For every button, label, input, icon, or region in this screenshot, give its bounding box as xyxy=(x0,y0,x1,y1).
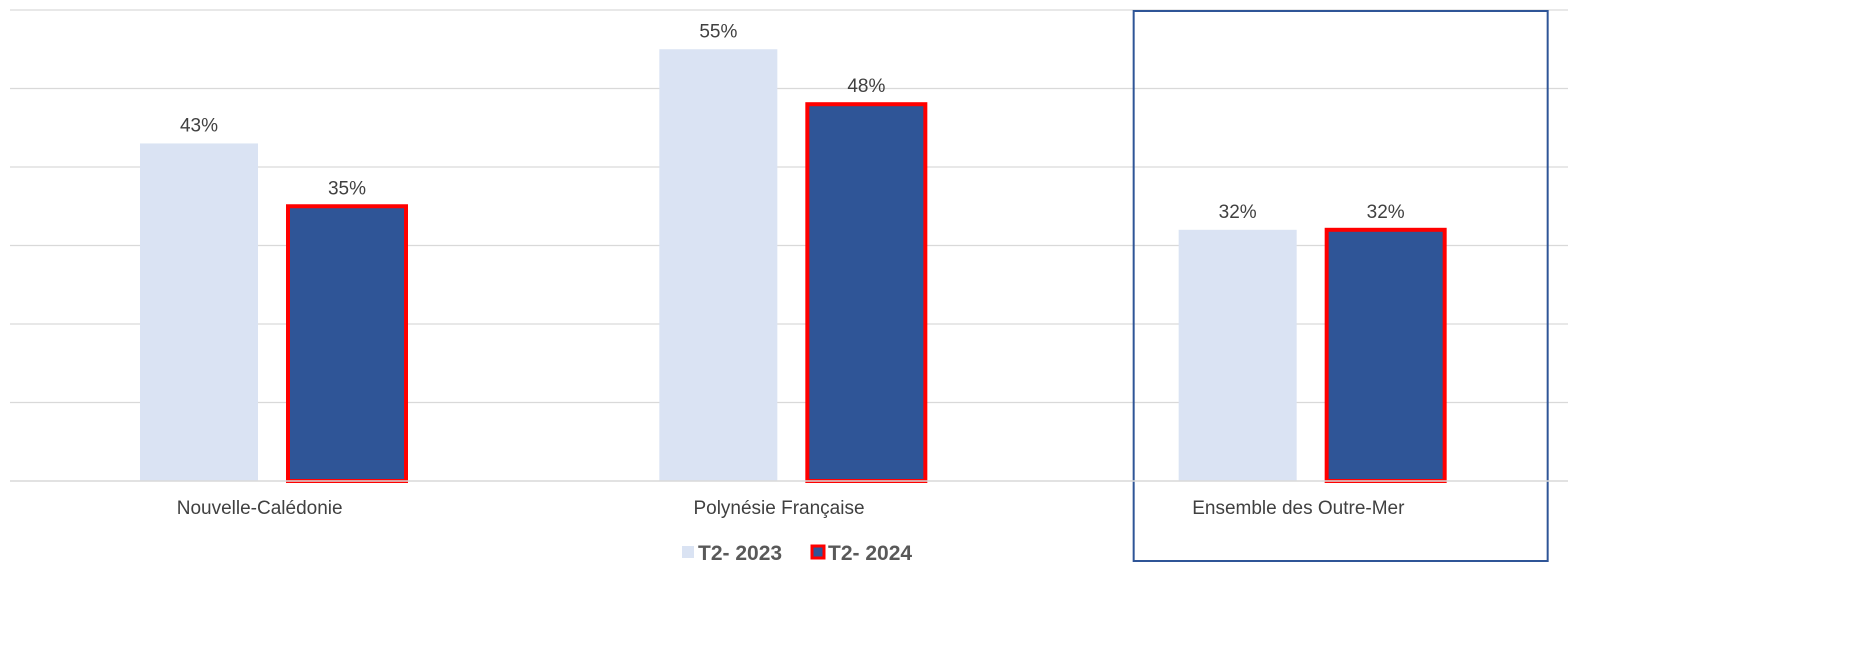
data-label: 35% xyxy=(328,178,366,199)
bar-t2-2023 xyxy=(140,143,258,481)
data-label: 43% xyxy=(180,115,218,136)
legend-swatch xyxy=(682,546,694,558)
highlight-box xyxy=(1132,10,1549,562)
legend-swatch xyxy=(810,544,826,560)
legend-label: T2- 2023 xyxy=(698,542,782,565)
bar-t2-2024 xyxy=(286,204,408,483)
data-label: 48% xyxy=(847,76,885,97)
bar-t2-2023 xyxy=(1178,229,1297,481)
bar-t2-2024 xyxy=(805,102,928,483)
bar-chart: 43% 35% Nouvelle-Calédonie 55% 48% Polynésie … xyxy=(10,9,1568,565)
category-label: Polynésie Française xyxy=(693,498,864,519)
bar-t2-2024 xyxy=(1324,227,1447,483)
category-label: Nouvelle-Calédonie xyxy=(177,498,343,519)
data-label: 32% xyxy=(1367,202,1405,223)
legend-label: T2- 2024 xyxy=(828,542,912,565)
bar-t2-2023 xyxy=(659,49,778,481)
data-label: 32% xyxy=(1219,202,1257,223)
category-label: Ensemble des Outre-Mer xyxy=(1192,498,1405,519)
data-label: 55% xyxy=(699,21,737,42)
chart-container: 43% 35% Nouvelle-Calédonie 55% 48% Polynésie … xyxy=(10,9,1568,565)
